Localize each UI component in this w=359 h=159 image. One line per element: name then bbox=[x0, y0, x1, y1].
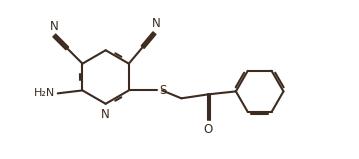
Text: H₂N: H₂N bbox=[33, 88, 55, 98]
Text: N: N bbox=[152, 17, 161, 30]
Text: O: O bbox=[204, 123, 213, 136]
Text: S: S bbox=[159, 84, 167, 97]
Text: N: N bbox=[101, 108, 110, 121]
Text: N: N bbox=[50, 20, 59, 33]
